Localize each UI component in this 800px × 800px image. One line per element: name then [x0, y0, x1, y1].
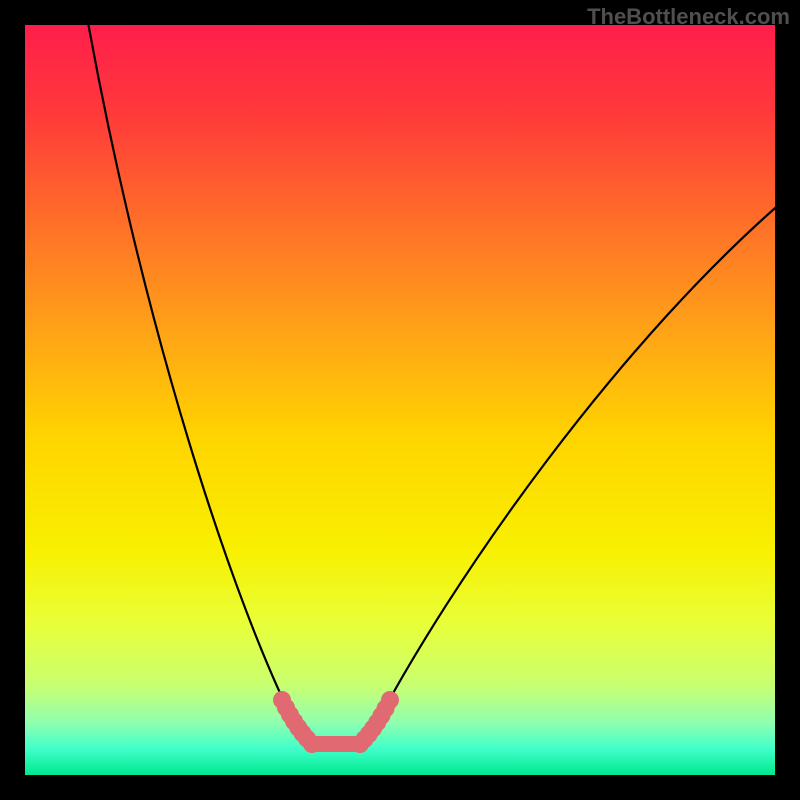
watermark-text: TheBottleneck.com [587, 4, 790, 30]
chart-container: TheBottleneck.com [0, 0, 800, 800]
highlight-dot [303, 735, 321, 753]
highlight-dot [381, 691, 399, 709]
bottleneck-chart [0, 0, 800, 800]
gradient-background [25, 25, 775, 775]
